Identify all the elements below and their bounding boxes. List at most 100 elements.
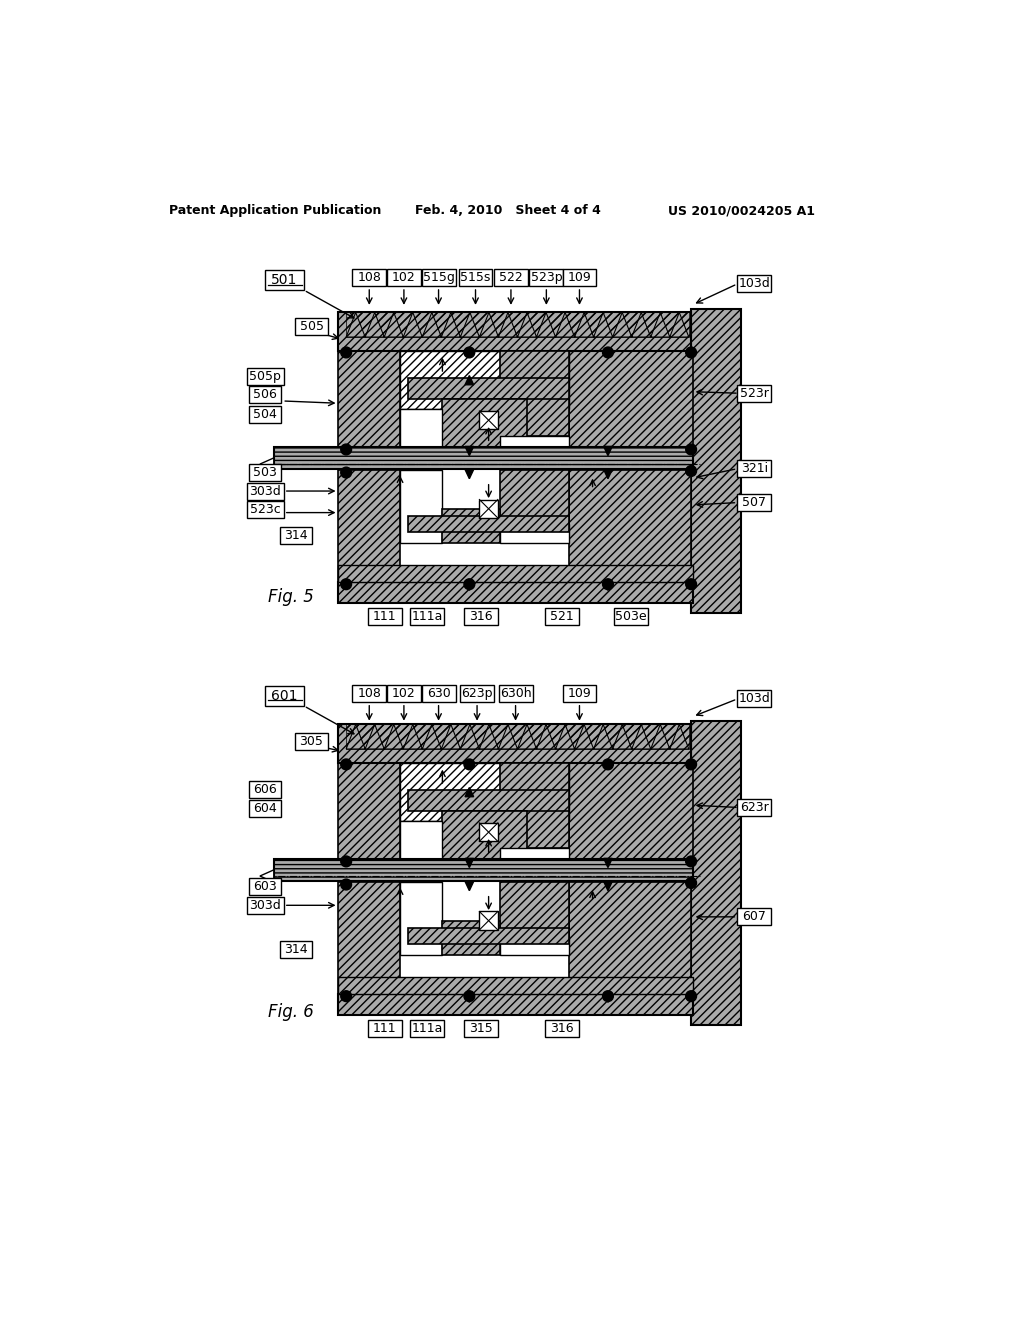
Text: Fig. 5: Fig. 5 <box>267 589 313 606</box>
Text: 111: 111 <box>373 1022 396 1035</box>
Bar <box>500 470 569 524</box>
Bar <box>529 269 563 286</box>
Text: 604: 604 <box>253 801 278 814</box>
Bar <box>479 411 498 429</box>
Bar <box>247 896 284 913</box>
Text: 316: 316 <box>469 610 493 623</box>
Bar <box>400 763 569 821</box>
Bar <box>442 508 500 544</box>
Bar <box>339 725 691 763</box>
Bar <box>249 387 282 404</box>
Polygon shape <box>260 458 273 470</box>
Circle shape <box>341 855 351 867</box>
Polygon shape <box>465 882 474 891</box>
Bar <box>408 378 569 400</box>
Text: 515s: 515s <box>461 271 490 284</box>
Text: 601: 601 <box>271 689 298 702</box>
Bar <box>737 385 771 401</box>
Bar <box>691 309 741 612</box>
Bar <box>614 609 648 626</box>
Circle shape <box>464 991 475 1002</box>
Text: 503e: 503e <box>615 610 647 623</box>
Bar <box>737 461 771 478</box>
Bar <box>408 789 569 812</box>
Bar <box>500 847 569 859</box>
Bar <box>400 821 442 859</box>
Text: 501: 501 <box>271 273 298 286</box>
Text: 623p: 623p <box>461 686 493 700</box>
Bar <box>737 908 771 925</box>
Bar <box>339 977 692 994</box>
Bar <box>249 800 282 817</box>
Bar <box>400 882 442 956</box>
Bar <box>273 859 692 880</box>
Circle shape <box>686 466 696 477</box>
Bar <box>410 609 444 626</box>
Bar <box>408 516 569 532</box>
Text: 504: 504 <box>253 408 278 421</box>
Text: 316: 316 <box>550 1022 573 1035</box>
Bar <box>247 483 284 499</box>
Bar <box>479 499 498 517</box>
Text: 515g: 515g <box>423 271 455 284</box>
Bar <box>265 271 304 290</box>
Text: 503: 503 <box>253 466 278 479</box>
Text: 303d: 303d <box>250 484 282 498</box>
Bar <box>442 400 527 463</box>
Bar <box>479 822 498 841</box>
Bar <box>500 882 569 936</box>
Bar <box>346 313 689 337</box>
Bar <box>500 936 569 956</box>
Text: 108: 108 <box>357 271 381 284</box>
Circle shape <box>602 759 613 770</box>
Bar <box>339 582 692 603</box>
Polygon shape <box>603 993 612 1002</box>
Bar <box>387 685 421 702</box>
Bar <box>249 878 282 895</box>
Text: 303d: 303d <box>250 899 282 912</box>
Text: 523c: 523c <box>250 503 281 516</box>
Polygon shape <box>603 470 612 479</box>
Circle shape <box>341 991 351 1002</box>
Bar <box>569 470 691 582</box>
Bar <box>737 276 771 293</box>
Bar <box>339 994 692 1015</box>
Circle shape <box>464 347 475 358</box>
Bar <box>339 351 400 447</box>
Bar <box>339 313 691 351</box>
Bar <box>247 502 284 517</box>
Bar <box>545 609 579 626</box>
Bar <box>569 763 692 859</box>
Bar <box>280 527 312 544</box>
Bar <box>249 781 282 799</box>
Bar <box>352 685 386 702</box>
Polygon shape <box>465 858 474 867</box>
Text: 507: 507 <box>742 496 766 510</box>
Circle shape <box>602 578 613 590</box>
Bar <box>247 368 284 385</box>
Circle shape <box>341 347 351 358</box>
Circle shape <box>602 991 613 1002</box>
Bar <box>500 436 569 447</box>
Bar <box>352 269 386 286</box>
Text: 506: 506 <box>253 388 278 401</box>
Bar <box>737 799 771 816</box>
Text: 315: 315 <box>469 1022 493 1035</box>
Text: 108: 108 <box>357 686 381 700</box>
Bar <box>265 686 304 706</box>
Circle shape <box>686 991 696 1002</box>
Circle shape <box>341 467 351 478</box>
Text: 102: 102 <box>392 686 416 700</box>
Text: 109: 109 <box>567 271 591 284</box>
Bar <box>387 269 421 286</box>
Bar <box>737 690 771 708</box>
Bar <box>460 685 494 702</box>
Circle shape <box>686 444 696 455</box>
Text: Fig. 6: Fig. 6 <box>267 1003 313 1020</box>
Bar <box>368 609 401 626</box>
Bar <box>339 882 400 994</box>
Polygon shape <box>465 993 474 1002</box>
Text: 630: 630 <box>427 686 451 700</box>
Bar <box>562 685 596 702</box>
Bar <box>463 313 509 458</box>
